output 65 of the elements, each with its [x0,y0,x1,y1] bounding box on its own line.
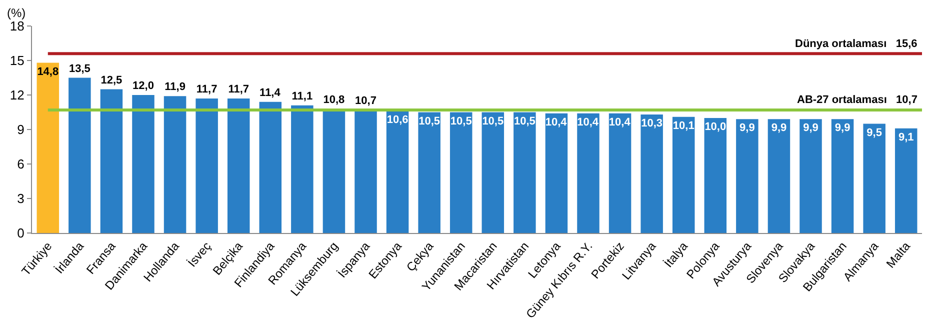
bar [736,119,758,233]
data-label: 10,6 [386,114,408,126]
bar [386,111,409,233]
bar [36,62,60,233]
data-label: 10,3 [641,118,663,130]
bar [768,119,790,233]
bar [831,119,854,233]
y-tick-label: 12 [10,88,24,103]
bar [291,105,314,233]
data-label: 12,5 [100,74,122,86]
data-label: 12,0 [132,80,154,92]
bar [259,102,282,233]
data-label: 10,7 [355,94,376,107]
data-label: 9,9 [834,122,850,134]
data-label: 11,4 [260,86,282,99]
data-label: 9,1 [898,131,914,144]
data-label: 10,8 [323,94,345,106]
data-label: 10,5 [450,115,472,128]
bar [68,78,91,233]
data-label: 10,5 [418,115,440,128]
bar [514,112,536,233]
bar [640,114,663,233]
data-label: 10,1 [672,120,694,132]
data-label: 9,9 [771,122,787,134]
data-label: 10,4 [545,116,568,128]
ref-line-label: Dünya ortalaması 15,6 [795,38,918,50]
bar [545,113,568,233]
bar [450,112,472,233]
data-label: 9,9 [803,122,818,134]
bar [418,112,440,233]
data-label: 13,5 [68,62,90,75]
data-label: 10,5 [514,115,536,128]
bar [132,95,154,233]
y-tick-label: 15 [10,53,24,68]
data-label: 10,4 [577,116,600,128]
y-tick-label: 3 [17,191,24,206]
data-label: 10,4 [608,116,632,128]
data-label: 9,9 [740,122,755,134]
data-label: 10,0 [704,121,726,133]
bar [164,96,186,233]
y-tick-label: 6 [17,156,24,172]
data-label: 11,7 [196,83,218,96]
bar [482,112,504,233]
data-label: 14,8 [37,66,59,78]
bar [100,89,123,233]
y-tick-label: 0 [17,226,24,241]
data-label: 10,5 [482,115,504,128]
bar [577,113,600,233]
data-label: 11,7 [228,83,250,96]
bar [672,116,695,233]
bar [608,113,632,233]
bar [354,110,377,233]
bar [227,98,250,233]
bar [894,128,918,233]
ref-line-label: AB-27 ortalaması 10,7 [797,94,918,106]
y-tick-label: 9 [17,122,24,138]
bar [863,124,886,233]
y-axis-title: (%) [7,6,26,20]
data-label: 9,5 [866,126,882,139]
y-tick-label: 18 [10,18,24,34]
bar [800,119,822,233]
bar [704,118,727,233]
data-label: 11,9 [164,81,186,94]
data-label: 11,1 [292,90,313,102]
bar [196,98,218,233]
